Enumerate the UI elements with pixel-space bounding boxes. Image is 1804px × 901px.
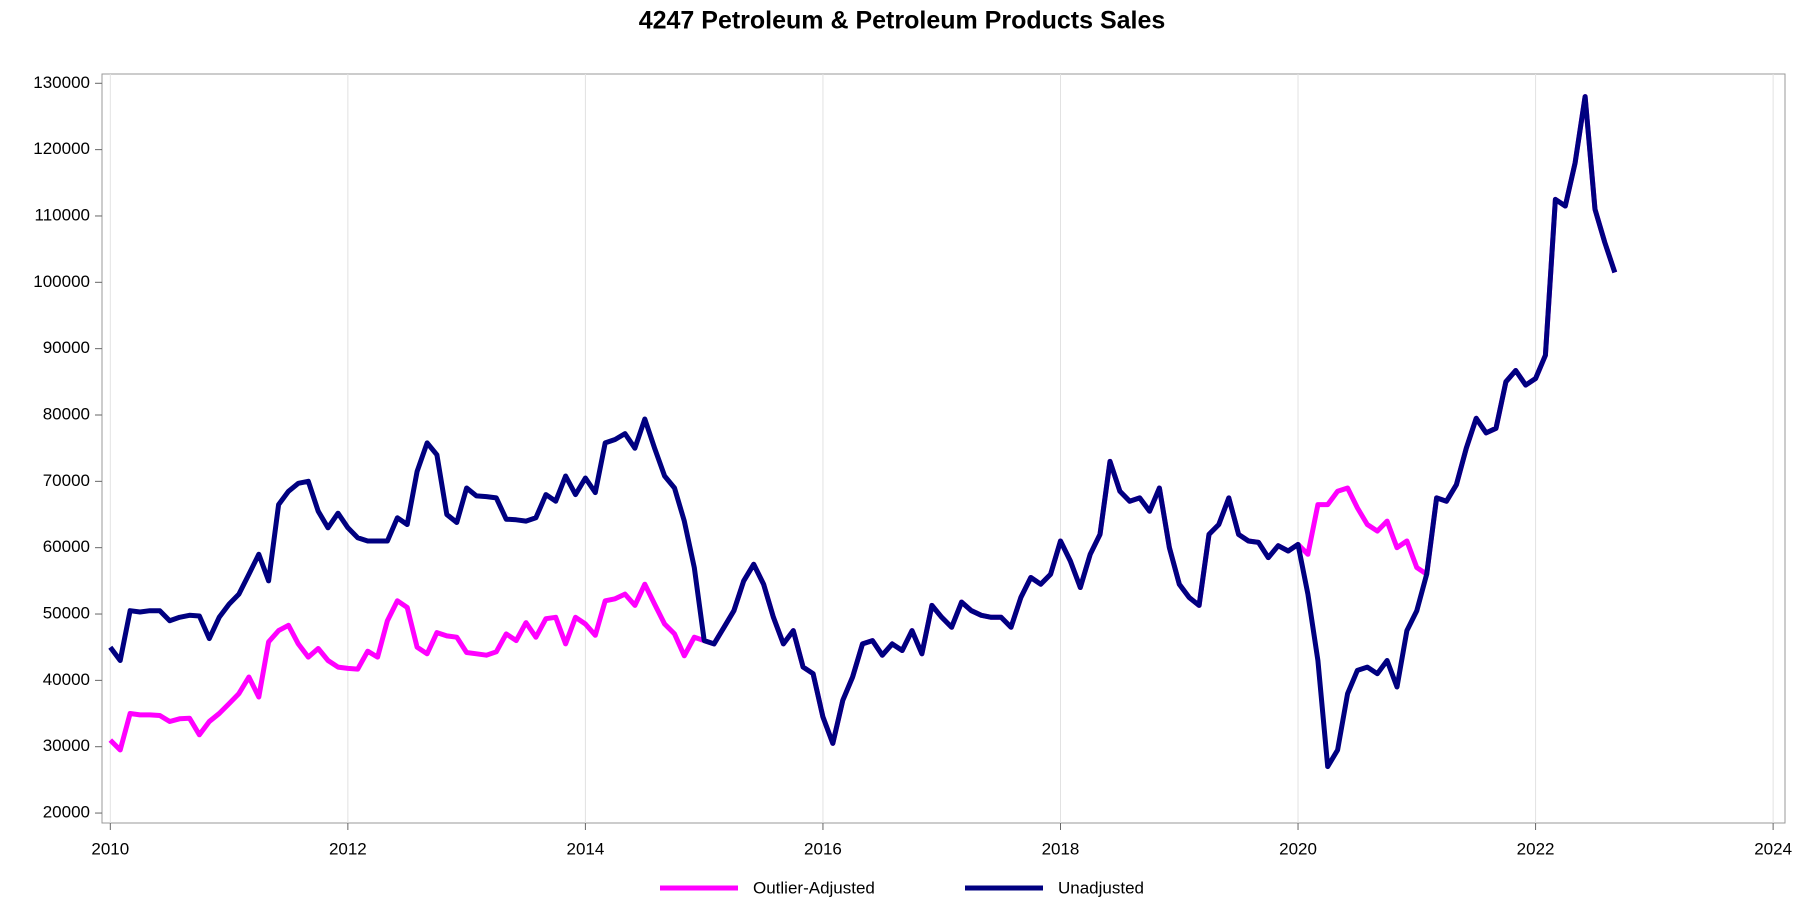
x-tick-label: 2020 xyxy=(1279,839,1317,858)
legend-label: Outlier-Adjusted xyxy=(753,878,875,897)
y-tick-label: 60000 xyxy=(43,537,90,556)
y-tick-label: 80000 xyxy=(43,404,90,423)
line-series xyxy=(108,94,1618,770)
x-tick-label: 2024 xyxy=(1754,839,1792,858)
y-tick-label: 100000 xyxy=(33,272,90,291)
y-tick-label: 50000 xyxy=(43,604,90,623)
y-tick-label: 120000 xyxy=(33,139,90,158)
x-tick-label: 2022 xyxy=(1517,839,1555,858)
legend-label: Unadjusted xyxy=(1058,878,1144,897)
x-tick-label: 2012 xyxy=(329,839,367,858)
y-tick-label: 30000 xyxy=(43,736,90,755)
plot-frame xyxy=(101,73,1786,824)
y-tick-label: 40000 xyxy=(43,670,90,689)
x-tick-label: 2018 xyxy=(1042,839,1080,858)
chart-title: 4247 Petroleum & Petroleum Products Sale… xyxy=(639,7,1166,35)
y-tick-label: 130000 xyxy=(33,73,90,92)
x-tick-label: 2010 xyxy=(91,839,129,858)
y-tick-label: 20000 xyxy=(43,803,90,822)
y-tick-label: 70000 xyxy=(43,471,90,490)
x-tick-label: 2014 xyxy=(566,839,604,858)
y-tick-label: 110000 xyxy=(35,205,90,224)
x-tick-label: 2016 xyxy=(804,839,842,858)
y-tick-label: 90000 xyxy=(43,338,90,357)
